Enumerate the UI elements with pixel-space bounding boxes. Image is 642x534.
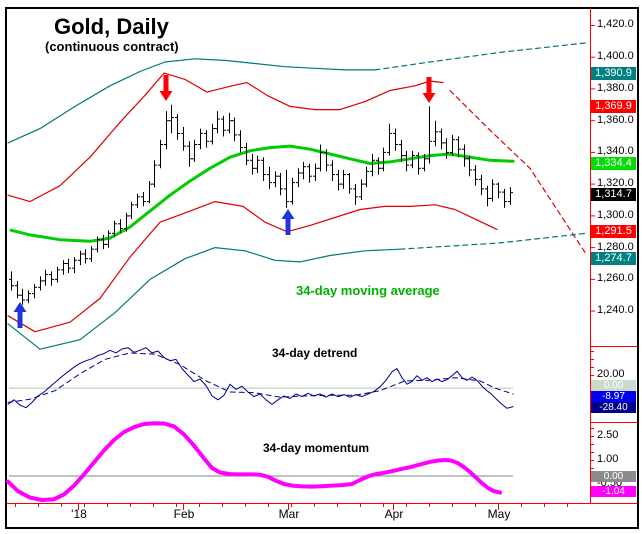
indicator-value-badge: -8.97 xyxy=(591,390,636,402)
x-axis-month-label: Feb xyxy=(173,507,195,521)
up-arrow xyxy=(281,209,295,235)
detrend-line xyxy=(7,347,514,409)
momentum-line xyxy=(6,421,502,502)
price-axis-label: 1,340.0 xyxy=(597,145,634,158)
upper-inner-band xyxy=(7,72,444,203)
price-value-badge: 1,274.7 xyxy=(591,251,636,265)
down-arrow xyxy=(422,77,436,103)
price-value-badge: 1,334.4 xyxy=(591,156,636,170)
price-axis-label: 1,300.0 xyxy=(597,208,634,221)
price-value-badge: 1,291.5 xyxy=(591,224,636,238)
indicator-value-badge: -1.04 xyxy=(591,485,636,497)
momentum-axis-label: 2.50 xyxy=(597,429,619,441)
price-axis-label: 1,420.0 xyxy=(597,18,634,31)
detrend-label: 34-day detrend xyxy=(272,346,358,360)
x-axis-month-label: Mar xyxy=(278,507,300,521)
upper-outer-band xyxy=(7,58,376,144)
chart-frame xyxy=(5,7,639,529)
price-axis-label: 1,320.0 xyxy=(597,177,634,190)
price-axis-label: 1,380.0 xyxy=(597,81,634,94)
price-axis-label: 1,360.0 xyxy=(597,113,634,126)
x-axis-month-label: '18 xyxy=(71,507,87,521)
indicator-value-badge: 0.00 xyxy=(591,470,636,482)
lower-outer-band xyxy=(7,247,401,350)
up-arrow xyxy=(13,302,27,328)
price-axis-label: 1,280.0 xyxy=(597,240,634,253)
momentum-label: 34-day momentum xyxy=(263,441,370,455)
indicator-value-badge: -28.40 xyxy=(591,401,636,413)
price-value-badge: 1,314.7 xyxy=(591,188,636,202)
upper-inner-band-projection xyxy=(449,89,586,253)
price-value-badge: 1,390.9 xyxy=(591,67,636,81)
lower-outer-band-projection xyxy=(399,232,587,250)
price-axis-label: 1,240.0 xyxy=(597,304,634,317)
detrend-smoothed-line xyxy=(7,352,514,403)
chart-title: Gold, Daily xyxy=(54,14,169,39)
chart-subtitle: (continuous contract) xyxy=(45,39,179,54)
upper-outer-band-projection xyxy=(374,42,587,71)
price-value-badge: 1,369.9 xyxy=(591,100,636,114)
momentum-axis-label: 1.00 xyxy=(597,453,619,465)
down-arrow xyxy=(159,75,173,101)
x-axis-month-label: May xyxy=(487,507,511,521)
price-axis-label: 1,260.0 xyxy=(597,272,634,285)
moving-average-label: 34-day moving average xyxy=(296,283,440,298)
x-axis-month-label: Apr xyxy=(384,507,404,521)
detrend-axis-label: 20.00 xyxy=(597,368,625,381)
indicator-value-badge: 0.00 xyxy=(591,379,636,391)
lower-inner-band xyxy=(7,201,498,333)
price-axis-label: 1,400.0 xyxy=(597,50,634,63)
